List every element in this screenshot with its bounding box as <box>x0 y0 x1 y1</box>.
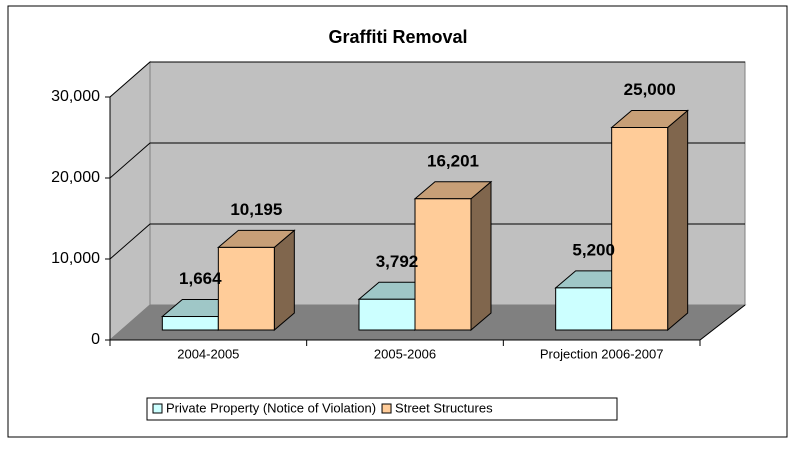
legend-label: Street Structures <box>395 400 493 415</box>
grid-line <box>109 61 745 98</box>
bar-side <box>470 180 492 332</box>
legend-items: Private Property (Notice of Violation) St… <box>152 400 493 415</box>
y-tick-label: 30,000 <box>51 88 100 105</box>
grid <box>109 61 745 260</box>
x-tick-label: 2005-2006 <box>374 346 436 361</box>
bar <box>358 298 416 331</box>
floor-edge <box>699 304 746 341</box>
bar-side <box>667 109 689 332</box>
bar <box>217 246 275 331</box>
data-label: 10,195 <box>230 200 282 219</box>
legend-label: Private Property (Notice of Violation) <box>166 400 376 415</box>
bar <box>161 316 219 331</box>
legend-swatch <box>152 403 163 414</box>
bars <box>160 109 690 332</box>
y-tick-label: 20,000 <box>51 169 100 186</box>
y-tick-label: 10,000 <box>51 250 100 267</box>
y-tick-label: 0 <box>91 331 100 348</box>
bar <box>414 198 472 331</box>
data-label: 16,201 <box>427 151 479 170</box>
data-label: 1,664 <box>179 269 222 288</box>
grid-line <box>109 142 745 179</box>
data-label: 3,792 <box>376 252 419 271</box>
chart-title: Graffiti Removal <box>328 27 467 47</box>
legend-swatch <box>381 403 392 414</box>
bar <box>611 127 669 331</box>
bar <box>555 287 613 331</box>
x-tick-label: 2004-2005 <box>177 346 239 361</box>
grid-line <box>109 223 745 260</box>
data-label: 25,000 <box>624 80 676 99</box>
side-wall <box>109 60 151 342</box>
data-label: 5,200 <box>572 240 615 259</box>
x-tick-label: Projection 2006-2007 <box>540 346 664 361</box>
